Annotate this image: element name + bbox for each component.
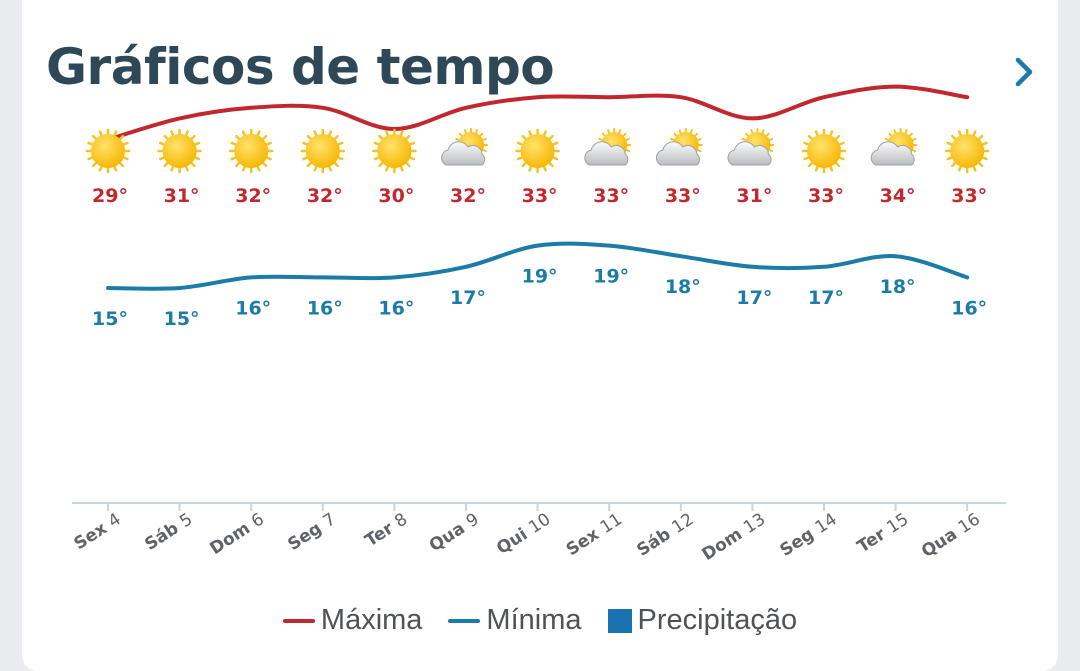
x-tick-label: Sáb 5	[141, 509, 196, 554]
x-tick-label: Qua 9	[426, 509, 483, 556]
sun-icon	[157, 128, 202, 174]
x-tick-label: Dom 13	[699, 509, 770, 564]
max-temp-label: 32°	[450, 185, 486, 207]
legend-precip[interactable]: Precipitação	[607, 604, 798, 637]
x-tick-label: Sex 11	[563, 509, 626, 560]
min-temp-label: 15°	[92, 308, 128, 330]
min-temp-label: 16°	[235, 297, 271, 319]
x-tick-label: Seg 7	[284, 509, 339, 554]
x-tick-label: Sáb 12	[633, 509, 697, 560]
x-tick-label: Ter 15	[854, 509, 913, 557]
legend-min-label: Mínima	[486, 604, 582, 636]
min-temp-label: 18°	[880, 276, 916, 298]
temperature-chart: 29° 31° 32° 32° 30° 32° 33° 33° 33° 31° 33° 34° 33° 1…	[71, 84, 1006, 565]
partly-cloudy-icon	[584, 128, 632, 166]
legend-min-swatch	[448, 618, 481, 623]
sun-icon	[801, 128, 847, 174]
min-temp-label: 15°	[164, 308, 200, 330]
x-tick-label: Qui 10	[493, 509, 554, 558]
sun-icon	[515, 128, 560, 174]
min-temp-label: 19°	[522, 266, 558, 288]
card-title: Gráficos de tempo	[46, 38, 555, 96]
sun-icon	[228, 128, 274, 174]
x-tick-label: Sex 4	[71, 509, 125, 554]
max-temp-label: 31°	[736, 185, 772, 207]
min-temp-label: 17°	[736, 287, 772, 309]
min-temp-label: 17°	[450, 287, 486, 309]
partly-cloudy-icon	[655, 128, 703, 166]
partly-cloudy-icon	[870, 128, 918, 166]
max-temp-label: 29°	[92, 185, 128, 207]
min-temp-label: 18°	[665, 276, 701, 298]
max-temp-label: 31°	[164, 185, 200, 207]
max-temp-label: 33°	[808, 185, 844, 207]
partly-cloudy-icon	[441, 128, 488, 166]
x-tick-label: Ter 8	[362, 509, 411, 551]
x-tick-label: Dom 6	[206, 509, 267, 559]
partly-cloudy-icon	[727, 128, 775, 166]
max-temp-label: 32°	[307, 185, 343, 207]
legend-max-swatch	[282, 618, 315, 623]
legend-max-label: Máxima	[320, 604, 423, 636]
max-temp-label: 33°	[593, 185, 629, 207]
min-temp-label: 16°	[951, 297, 987, 319]
x-tick-label: Qua 16	[918, 509, 984, 561]
min-temp-label: 16°	[378, 297, 414, 319]
sun-icon	[85, 128, 131, 174]
legend-precip-label: Precipitação	[637, 604, 798, 636]
min-temp-label: 17°	[808, 287, 844, 309]
weather-charts-card: Gráficos de tempo 29° 31° 32° 32° 30° 32° 33° 3…	[22, 0, 1058, 671]
sun-icon	[372, 128, 417, 174]
legend-min[interactable]: Mínima	[448, 604, 582, 637]
max-temp-label: 33°	[665, 185, 701, 207]
max-temp-label: 33°	[522, 185, 558, 207]
max-temp-label: 32°	[235, 185, 271, 207]
series-line-min	[106, 241, 970, 291]
min-temp-label: 19°	[593, 266, 629, 288]
chevron-right-icon[interactable]	[1006, 52, 1046, 92]
legend-precip-swatch	[607, 608, 632, 633]
sun-icon	[300, 128, 346, 174]
min-temp-label: 16°	[307, 297, 343, 319]
sun-icon	[944, 128, 990, 174]
max-temp-label: 30°	[378, 185, 414, 207]
chart-legend: Máxima Mínima Precipitação	[22, 604, 1058, 637]
x-tick-label: Seg 14	[777, 509, 841, 560]
max-temp-label: 33°	[951, 185, 987, 207]
legend-max[interactable]: Máxima	[282, 604, 423, 637]
series-line-max	[106, 84, 970, 142]
max-temp-label: 34°	[880, 185, 916, 207]
